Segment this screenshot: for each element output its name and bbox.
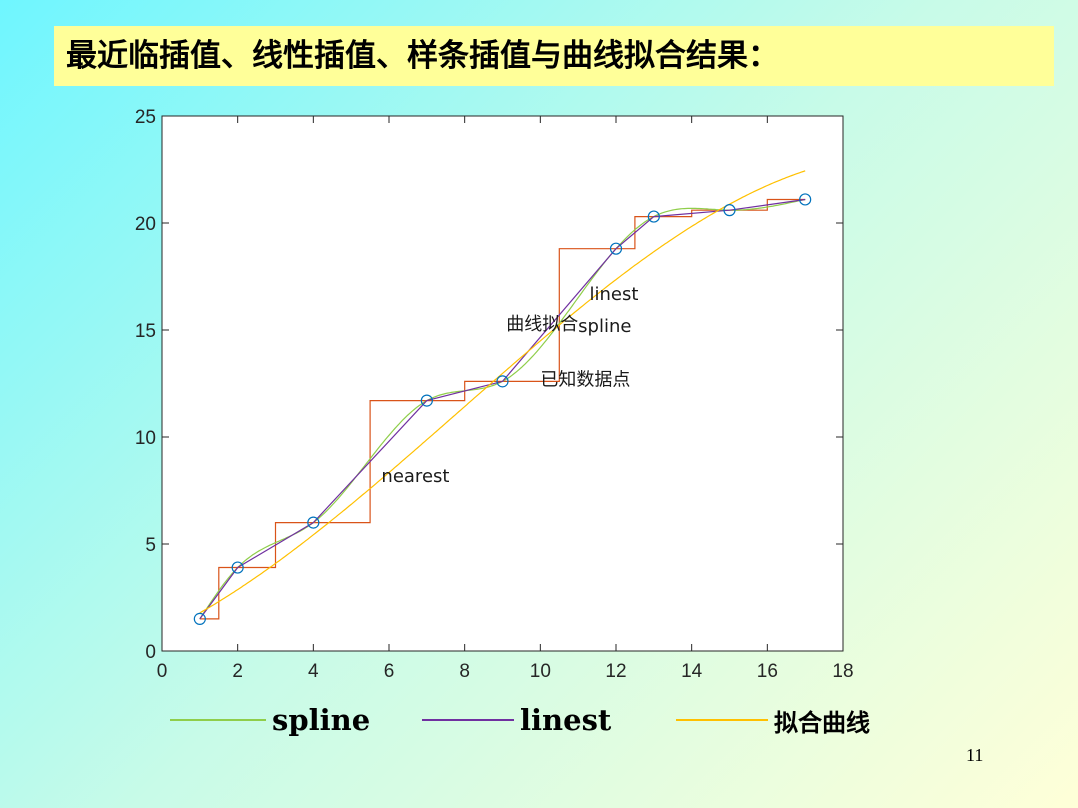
y-tick-label: 20 xyxy=(135,214,156,235)
points-layer xyxy=(193,193,812,626)
x-tick-label: 0 xyxy=(157,661,168,682)
x-tick-label: 12 xyxy=(605,661,626,682)
annotation-label: 已知数据点 xyxy=(540,370,630,391)
y-tick-label: 0 xyxy=(145,642,156,663)
data-point xyxy=(420,394,433,407)
annotation-label: linest xyxy=(590,284,639,305)
x-tick-label: 10 xyxy=(530,661,551,682)
x-tick-label: 2 xyxy=(232,661,243,682)
data-point xyxy=(609,242,623,255)
y-tick-label: 15 xyxy=(135,321,156,342)
x-tick-label: 6 xyxy=(384,661,395,682)
series-line-nearest xyxy=(199,198,806,620)
legend-line-spline xyxy=(170,719,266,721)
legend-item-linest: linest xyxy=(422,700,611,740)
legend-line-linest xyxy=(422,719,514,721)
ticks-layer: 0 2 4 6 8 10 12 14 16 18 0 5 10 15 20 25 xyxy=(135,107,854,682)
x-tick-label: 14 xyxy=(681,661,703,682)
x-tick-label: 4 xyxy=(308,661,319,682)
series-line-linest xyxy=(199,198,806,620)
annotation-label: spline xyxy=(578,316,631,337)
data-point xyxy=(723,204,736,217)
annotation-label: nearest xyxy=(381,466,449,487)
data-point xyxy=(496,375,509,388)
legend-line-fit xyxy=(676,719,768,721)
annotations-layer: linest 曲线拟合 spline 已知数据点 nearest xyxy=(381,284,638,487)
legend-label-spline: spline xyxy=(272,703,371,737)
y-tick-label: 10 xyxy=(135,428,156,449)
slide-title: 最近临插值、线性插值、样条插值与曲线拟合结果： xyxy=(54,26,1054,86)
data-point xyxy=(231,561,244,574)
annotation-label: 曲线拟合 xyxy=(506,314,578,335)
legend-label-linest: linest xyxy=(520,703,612,737)
x-tick-label: 8 xyxy=(459,661,470,682)
x-tick-label: 18 xyxy=(832,661,853,682)
page-number: 11 xyxy=(966,745,984,765)
y-tick-label: 5 xyxy=(145,535,156,556)
x-tick-label: 16 xyxy=(757,661,778,682)
y-tick-label: 25 xyxy=(135,107,156,128)
series-line-fit xyxy=(199,170,806,614)
data-point xyxy=(193,612,206,626)
data-point xyxy=(647,210,660,223)
legend-label-fit: 拟合曲线 xyxy=(774,708,870,737)
legend-item-fit: 拟合曲线 xyxy=(676,700,870,740)
series-layer xyxy=(199,170,806,620)
data-point xyxy=(307,516,320,529)
legend-item-spline: spline xyxy=(170,700,370,740)
data-point xyxy=(799,193,812,206)
